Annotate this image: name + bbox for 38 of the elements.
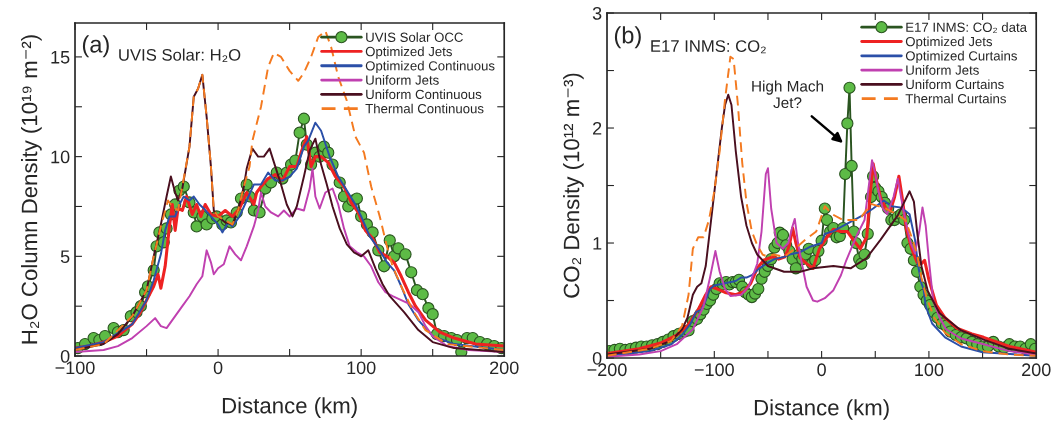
y-tick-label: 0 — [592, 351, 602, 365]
legend-label: Optimized Continuous — [365, 60, 495, 74]
annotation: (a) — [82, 35, 109, 58]
legend-label: Optimized Curtains — [905, 50, 1017, 64]
annotation: High Mach Jet? — [752, 80, 824, 109]
x-tick-label: 200 — [490, 361, 519, 375]
legend-label: Optimized Jets — [905, 36, 993, 49]
x-tick-label: −200 — [587, 363, 627, 377]
y-tick-label: 5 — [60, 250, 70, 264]
legend-label: Uniform Jets — [366, 75, 439, 85]
legend-label: Uniform Jets — [906, 65, 979, 75]
x-axis-title: Distance (km) — [754, 399, 889, 420]
x-tick-label: 100 — [347, 361, 376, 375]
x-tick-label: −100 — [55, 361, 95, 375]
y-tick-label: 2 — [593, 121, 602, 135]
legend-label: Uniform Continuous — [366, 89, 482, 100]
legend-label: E17 INMS: CO₂ data — [906, 22, 1027, 33]
y-tick-label: 10 — [51, 150, 70, 164]
legend-label: Uniform Curtains — [906, 79, 1004, 90]
annotation: E17 INMS: CO₂ — [651, 40, 766, 54]
legend-label: Optimized Jets — [365, 46, 452, 59]
legend-label: UVIS Solar OCC — [366, 32, 463, 42]
y-tick-label: 0 — [60, 349, 70, 363]
y-tick-label: 3 — [592, 6, 602, 20]
x-tick-label: −100 — [694, 363, 734, 377]
x-tick-label: 200 — [1022, 363, 1051, 377]
annotation: (b) — [614, 26, 641, 49]
y-axis-title: H₂O Column Density (10¹⁹ m⁻²) — [21, 35, 42, 344]
x-tick-label: 0 — [817, 363, 826, 377]
y-tick-label: 1 — [593, 237, 602, 250]
legend-label: Thermal Continuous — [365, 103, 484, 114]
annotation: UVIS Solar: H₂O — [119, 48, 241, 63]
y-axis-title: CO₂ Density (10¹² m⁻³) — [563, 73, 584, 298]
x-axis-title: Distance (km) — [222, 397, 357, 418]
x-tick-label: 100 — [915, 363, 944, 377]
legend-label: Thermal Curtains — [905, 93, 1006, 104]
x-tick-label: 0 — [213, 361, 223, 375]
y-tick-label: 15 — [51, 51, 70, 64]
